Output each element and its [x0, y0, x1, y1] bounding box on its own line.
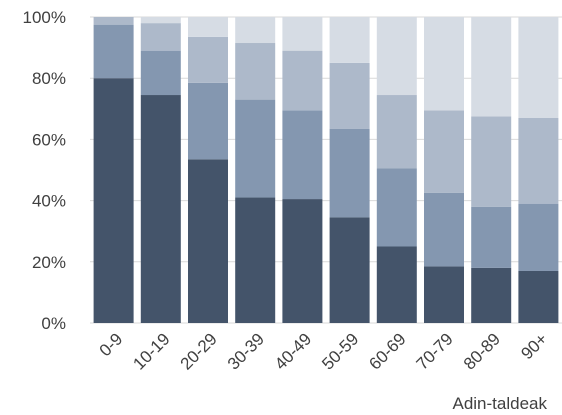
y-tick-label: 40%: [32, 192, 66, 211]
bar-segment: [376, 168, 417, 247]
x-tick-label: 70-79: [413, 329, 457, 373]
bar-segment: [140, 23, 181, 51]
y-tick-label: 0%: [41, 314, 66, 333]
x-tick-label: 40-49: [271, 329, 315, 373]
bar-segment: [518, 270, 559, 323]
bar-segment: [376, 17, 417, 96]
y-tick-label: 80%: [32, 69, 66, 88]
x-tick-label: 60-69: [365, 329, 409, 373]
bar-segment: [188, 82, 228, 160]
x-axis-ticks: 0-9 10-19 20-29 30-39 40-49 50-59 60-69 70-79 80…: [96, 329, 552, 373]
x-tick-label: 90+: [517, 329, 551, 363]
bar-segment: [188, 36, 228, 83]
x-tick-label: 20-29: [177, 329, 221, 373]
bar-segment: [518, 117, 559, 204]
bar-segment: [329, 217, 370, 323]
bar-segment: [282, 110, 323, 200]
bar-segment: [282, 199, 323, 323]
bar-segment: [188, 159, 228, 323]
y-tick-label: 60%: [32, 130, 66, 149]
bar-segment: [424, 110, 464, 193]
bar-segment: [329, 17, 370, 63]
bar-segment: [93, 24, 134, 79]
x-tick-label: 30-39: [224, 329, 268, 373]
bar-segment: [518, 17, 559, 118]
bar-segment: [235, 17, 276, 44]
x-axis-title: Adin-taldeak: [452, 394, 547, 413]
bar-segment: [140, 17, 181, 24]
y-axis-ticks: 0% 20% 40% 60% 80% 100%: [23, 8, 66, 333]
bars: [93, 17, 559, 323]
bar-segment: [235, 99, 276, 198]
x-tick-label: 0-9: [96, 329, 127, 360]
bar-segment: [282, 17, 323, 51]
x-tick-label: 80-89: [460, 329, 504, 373]
bar-segment: [188, 17, 228, 37]
bar-segment: [140, 50, 181, 96]
y-tick-label: 100%: [23, 8, 66, 27]
bar-segment: [424, 266, 464, 323]
x-tick-label: 50-59: [318, 329, 362, 373]
bar-segment: [329, 128, 370, 218]
bar-segment: [471, 206, 512, 268]
bar-segment: [282, 50, 323, 111]
bar-segment: [93, 17, 134, 25]
bar-segment: [376, 246, 417, 323]
bar-segment: [471, 17, 512, 117]
bar-segment: [424, 192, 464, 267]
y-tick-label: 20%: [32, 253, 66, 272]
bar-segment: [235, 197, 276, 323]
bar-segment: [329, 62, 370, 129]
bar-segment: [471, 267, 512, 323]
bar-segment: [471, 116, 512, 207]
bar-segment: [376, 95, 417, 169]
bar-segment: [424, 17, 464, 111]
bar-segment: [93, 78, 134, 323]
bar-segment: [235, 43, 276, 100]
bar-segment: [140, 95, 181, 323]
x-tick-label: 10-19: [129, 329, 173, 373]
bar-segment: [518, 203, 559, 271]
